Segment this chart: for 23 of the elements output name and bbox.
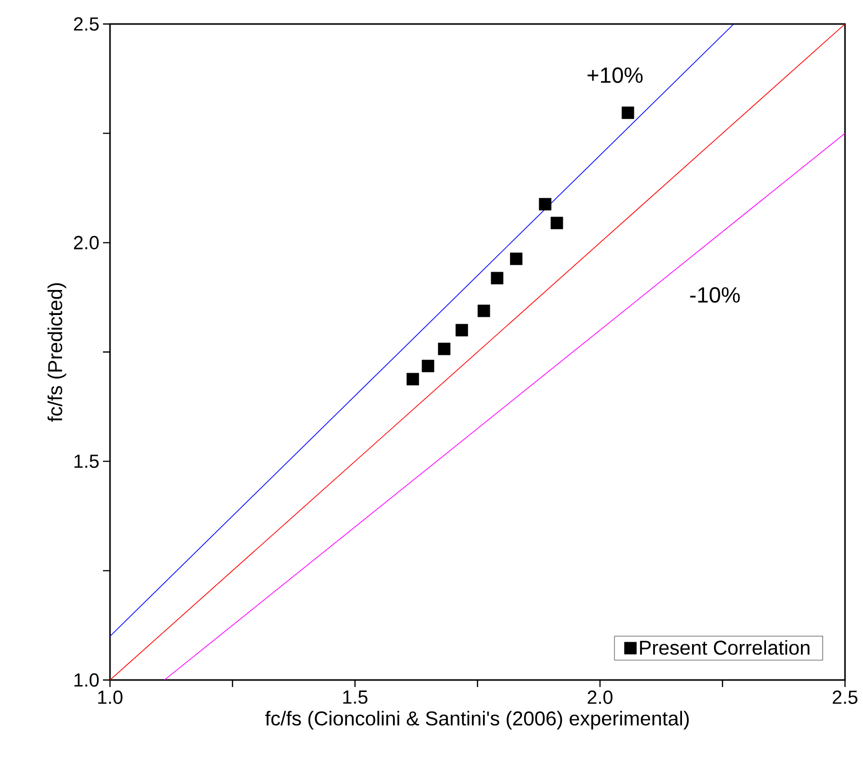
point bbox=[490, 272, 504, 284]
y-tick-label: 2.5 bbox=[74, 17, 99, 31]
x-tick-label: 1.5 bbox=[343, 690, 368, 704]
x-axis-title: fc/fs (Cioncolini & Santini's (2006) experimental) bbox=[265, 710, 689, 730]
point bbox=[406, 372, 420, 386]
point bbox=[456, 324, 468, 336]
point bbox=[538, 198, 552, 210]
annotation: +10% bbox=[588, 67, 643, 83]
annotation: -10% bbox=[690, 287, 740, 303]
point bbox=[438, 342, 450, 356]
point bbox=[510, 252, 522, 266]
x-tick-label: 2.5 bbox=[832, 690, 858, 704]
y-tick-label: 1.0 bbox=[74, 673, 99, 687]
y-axis-title: fc/fs (Predicted) bbox=[48, 283, 66, 422]
x-tick-label: 1.0 bbox=[98, 690, 122, 704]
legend-label: Present Correlation bbox=[640, 640, 810, 655]
point bbox=[622, 106, 634, 119]
point bbox=[478, 304, 490, 318]
y-tick-label: 1.5 bbox=[74, 454, 99, 468]
point bbox=[550, 216, 564, 230]
x-tick-label: 2.0 bbox=[588, 690, 612, 704]
point bbox=[422, 360, 434, 372]
y-tick-label: 2.0 bbox=[74, 236, 99, 250]
